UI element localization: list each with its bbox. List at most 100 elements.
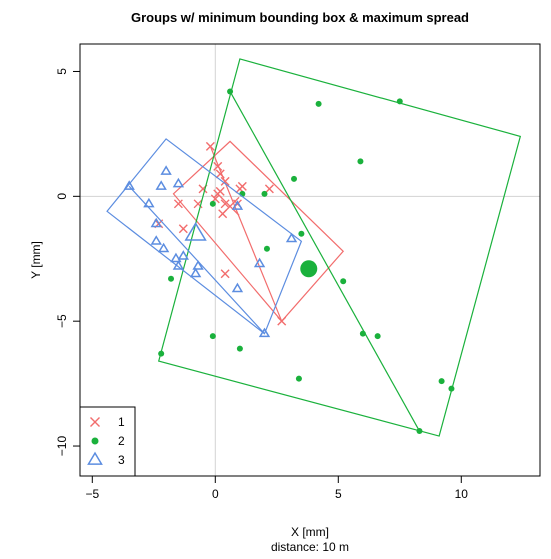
group-3-center-shape — [184, 221, 207, 241]
group-3-point-6 — [150, 217, 162, 228]
legend: 1 2 3 — [79, 406, 136, 477]
group-2-max-spread — [229, 91, 420, 432]
group-2-point-17-dot — [295, 375, 302, 382]
group-3-point-3-shape — [155, 180, 167, 190]
group-2-point-13-dot — [374, 333, 381, 340]
group-3-point-3 — [155, 180, 167, 190]
group-1-point-19 — [213, 189, 223, 199]
group-1 — [154, 140, 345, 326]
group-3-point-2 — [172, 177, 185, 188]
group-2-point-1 — [315, 100, 322, 107]
group-2-point-3 — [357, 158, 364, 165]
group-3-point-10-shape — [170, 252, 182, 263]
group-3-point-1 — [160, 165, 172, 175]
group-3-point-11-shape — [172, 260, 185, 270]
group-2-point-14 — [209, 333, 216, 340]
group-1-point-12-stroke-b — [173, 199, 183, 209]
legend-marker-1 — [90, 417, 100, 427]
group-1-point-10 — [220, 199, 230, 209]
group-1-point-15 — [178, 224, 188, 234]
group-1-point-3 — [220, 176, 230, 186]
group-3-point-13 — [189, 267, 202, 278]
group-2-bounding-box — [157, 58, 522, 437]
x-tick-label-3: 10 — [455, 487, 469, 501]
group-1-point-9-stroke-b — [193, 199, 203, 209]
group-3-point-16-shape — [285, 232, 298, 243]
group-2-point-14-dot — [209, 333, 216, 340]
legend-marker-3-shape — [87, 451, 103, 465]
group-1-point-2 — [215, 169, 225, 179]
group-2-point-15 — [236, 345, 243, 352]
group-2-point-16-dot — [158, 350, 165, 357]
group-3-point-17 — [258, 327, 271, 338]
group-2-point-18 — [438, 378, 445, 385]
group-2-point-7-dot — [261, 190, 268, 197]
group-1-point-3-stroke-b — [220, 176, 230, 186]
group-2-point-12 — [359, 330, 366, 337]
group-2-point-4-dot — [291, 175, 298, 182]
x-tick-label-0: −5 — [85, 487, 99, 501]
legend-label-1: 1 — [118, 415, 125, 429]
group-2-point-17 — [295, 375, 302, 382]
group-3-point-0 — [123, 180, 135, 190]
group-1-point-6 — [264, 184, 274, 194]
group-1-point-1-stroke-b — [213, 161, 223, 171]
group-1-point-16-stroke-b — [220, 269, 230, 279]
legend-marker-2 — [91, 437, 99, 445]
group-3 — [106, 138, 303, 338]
group-3-point-7 — [150, 235, 162, 245]
group-1-center-stroke-b — [220, 196, 240, 216]
legend-marker-1-stroke-b — [90, 417, 100, 427]
group-3-point-0-shape — [123, 180, 135, 190]
legend-label-3: 3 — [118, 453, 125, 467]
group-3-center — [184, 221, 207, 241]
group-1-point-17-stroke-b — [277, 316, 287, 326]
group-2-point-18-dot — [438, 378, 445, 385]
x-tick-label-1: 0 — [212, 487, 219, 501]
group-3-point-5 — [231, 200, 244, 210]
axes: −5 0 5 10 −10 −5 0 5 — [55, 68, 468, 501]
group-2-point-1-dot — [315, 100, 322, 107]
group-2-point-8 — [298, 230, 305, 237]
group-3-point-11 — [172, 260, 185, 270]
group-1-point-16 — [220, 269, 230, 279]
group-2-point-4 — [291, 175, 298, 182]
group-3-point-6-shape — [150, 217, 162, 228]
group-3-point-5-shape — [231, 200, 244, 210]
plot-frame — [79, 43, 541, 477]
y-tick-label-3: 5 — [55, 68, 69, 75]
group-1-point-6-stroke-b — [264, 184, 274, 194]
group-3-point-8 — [157, 242, 170, 253]
group-3-bounding-box — [106, 138, 303, 335]
group-2-point-9 — [263, 245, 270, 252]
group-2-point-11 — [168, 275, 175, 282]
group-2-point-9-dot — [263, 245, 270, 252]
group-2-point-6 — [209, 200, 216, 207]
group-2-center-dot — [300, 260, 318, 278]
group-2-point-20 — [416, 428, 423, 435]
group-1-point-17 — [277, 316, 287, 326]
group-2-point-13 — [374, 333, 381, 340]
group-3-point-4 — [143, 197, 155, 208]
group-2-point-7 — [261, 190, 268, 197]
group-1-point-10-stroke-b — [220, 199, 230, 209]
x-axis-label: X [mm] — [291, 525, 329, 539]
group-2-point-2 — [396, 98, 403, 105]
group-2-center — [300, 260, 318, 278]
group-2-point-6-dot — [209, 200, 216, 207]
group-3-point-7-shape — [150, 235, 162, 245]
group-3-point-15 — [231, 282, 244, 293]
group-2-point-0-dot — [227, 88, 234, 95]
x-tick-label-2: 5 — [335, 487, 342, 501]
group-1-point-0-stroke-b — [205, 141, 215, 151]
group-3-point-2-shape — [172, 177, 185, 188]
group-1-point-19-stroke-b — [213, 189, 223, 199]
group-3-point-9 — [177, 250, 190, 260]
group-3-point-14-shape — [253, 257, 266, 268]
y-tick-label-0: −10 — [55, 436, 69, 457]
group-1-bounding-box — [172, 140, 345, 323]
group-3-point-13-shape — [189, 267, 202, 278]
group-2-point-0 — [227, 88, 234, 95]
group-3-point-8-shape — [157, 242, 170, 253]
